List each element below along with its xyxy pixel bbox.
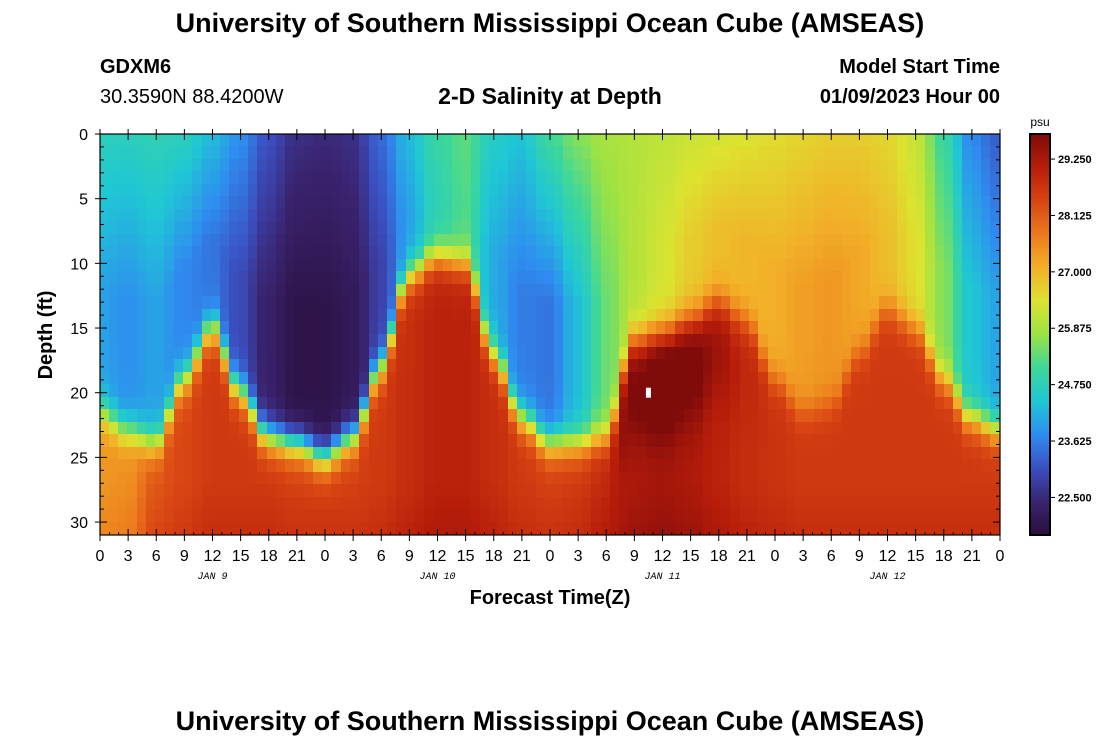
x-tick-label: 9 [855, 548, 864, 565]
x-tick-label: 21 [513, 548, 531, 565]
x-tick-label: 18 [935, 548, 953, 565]
station-id: GDXM6 [100, 56, 172, 78]
y-tick-label: 5 [79, 192, 88, 209]
plot-border [99, 133, 1001, 536]
chart-subtitle: 2-D Salinity at Depth [438, 83, 662, 109]
x-tick-label: 9 [180, 548, 189, 565]
x-tick-label: 21 [963, 548, 981, 565]
x-tick-label: 21 [288, 548, 306, 565]
x-tick-label: 0 [546, 548, 555, 565]
colorbar-scale [1029, 133, 1051, 536]
x-axis: 0 3 6 9 12 15 18 21 0 3 6 9 12 15 18 21 0 3 6 9 12 15 18 21 0 3 6 9… [96, 129, 1005, 565]
day-label: JAN 9 [197, 572, 227, 583]
x-tick-label: 12 [429, 548, 447, 565]
colorbar-tick-label: 27.000 [1058, 267, 1092, 279]
x-tick-label: 12 [204, 548, 222, 565]
x-tick-label: 18 [710, 548, 728, 565]
x-tick-label: 15 [682, 548, 700, 565]
x-tick-label: 6 [827, 548, 836, 565]
y-axis: 0 5 10 15 20 25 30 [70, 127, 1000, 536]
x-tick-label: 3 [799, 548, 808, 565]
x-tick-label: 6 [152, 548, 161, 565]
y-tick-label: 0 [79, 127, 88, 144]
x-tick-label: 6 [602, 548, 611, 565]
y-tick-label: 15 [70, 321, 88, 338]
x-tick-label: 18 [485, 548, 503, 565]
x-tick-label: 3 [124, 548, 133, 565]
footer-title: University of Southern Mississippi Ocean… [175, 706, 925, 736]
plot-frame [99, 133, 1001, 536]
x-tick-label: 15 [232, 548, 250, 565]
x-tick-label: 0 [996, 548, 1005, 565]
colorbar-tick-label: 24.750 [1058, 380, 1092, 392]
x-tick-label: 18 [260, 548, 278, 565]
day-label: JAN 10 [419, 572, 455, 583]
salinity-heatmap [100, 134, 1000, 535]
station-marker [645, 387, 651, 398]
y-axis-title: Depth (ft) [35, 291, 57, 380]
x-tick-label: 21 [738, 548, 756, 565]
station-marker-point [645, 387, 651, 398]
model-start-value: 01/09/2023 Hour 00 [819, 86, 1000, 108]
day-label: JAN 11 [644, 572, 680, 583]
x-tick-label: 0 [96, 548, 105, 565]
x-tick-label: 12 [879, 548, 897, 565]
x-tick-label: 0 [771, 548, 780, 565]
colorbar-tick-label: 28.125 [1058, 210, 1092, 222]
y-tick-label: 20 [70, 386, 88, 403]
y-tick-label: 30 [70, 515, 88, 532]
x-tick-label: 9 [630, 548, 639, 565]
x-axis-title: Forecast Time(Z) [470, 587, 631, 609]
colorbar: 22.500 23.625 24.750 25.875 27.000 28.125 29.2… [1029, 115, 1092, 536]
colorbar-tick-label: 29.250 [1058, 154, 1092, 166]
y-tick-label: 10 [70, 256, 88, 273]
x-tick-label: 0 [321, 548, 330, 565]
colorbar-tick-label: 22.500 [1058, 492, 1092, 504]
x-tick-label: 3 [349, 548, 358, 565]
x-tick-label: 15 [457, 548, 475, 565]
y-tick-label: 25 [70, 450, 88, 467]
colorbar-tick-label: 25.875 [1058, 323, 1092, 335]
x-tick-label: 12 [654, 548, 672, 565]
x-tick-label: 3 [574, 548, 583, 565]
x-tick-label: 6 [377, 548, 386, 565]
model-start-label: Model Start Time [839, 56, 1000, 78]
x-tick-label: 9 [405, 548, 414, 565]
colorbar-unit: psu [1030, 115, 1049, 129]
chart-title: University of Southern Mississippi Ocean… [175, 8, 925, 38]
station-coordinates: 30.3590N 88.4200W [100, 86, 284, 108]
day-labels: JAN 9 JAN 10 JAN 11 JAN 12 [197, 572, 905, 583]
day-label: JAN 12 [869, 572, 905, 583]
colorbar-tick-label: 23.625 [1058, 436, 1092, 448]
x-tick-label: 15 [907, 548, 925, 565]
